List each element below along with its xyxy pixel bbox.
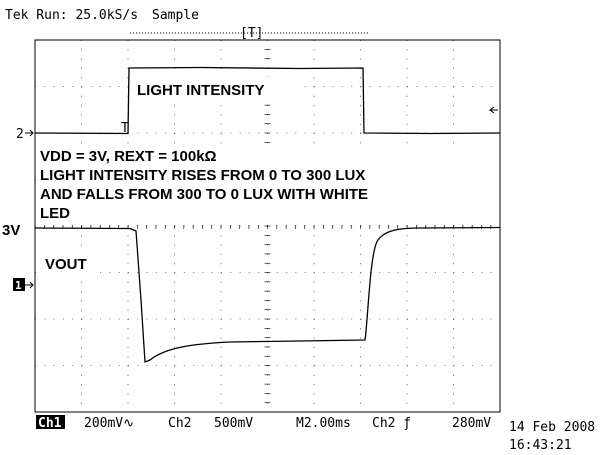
ch2-trace	[34, 66, 501, 135]
text-backdrop	[36, 145, 499, 225]
trigger-level-arrow	[488, 106, 498, 114]
trigger-source: Ch2 ƒ	[372, 416, 411, 431]
acq-mode: Sample	[152, 8, 199, 23]
trigger-marker: T	[121, 121, 129, 136]
condition: VDD = 3V, REXT = 100kΩ	[40, 148, 217, 165]
condition: LED	[40, 205, 70, 222]
text-backdrop	[130, 77, 300, 101]
ch2: Ch2	[168, 416, 191, 431]
ch1-trace	[34, 226, 501, 363]
date: 14 Feb 2008	[509, 420, 595, 435]
ch2-marker: 2	[16, 127, 24, 142]
screen-border	[34, 39, 501, 413]
ch1-marker-box	[13, 278, 25, 291]
ch2-arrow	[25, 129, 34, 137]
trigger-level: 280mV	[452, 416, 491, 431]
ch1-arrow	[25, 281, 34, 289]
condition: LIGHT INTENSITY RISES FROM 0 TO 300 LUX	[40, 167, 365, 184]
condition: AND FALLS FROM 300 TO 0 LUX WITH WHITE	[40, 186, 368, 203]
text-backdrop	[40, 253, 100, 275]
ch1-marker: 1	[15, 279, 22, 292]
trace2-label: LIGHT INTENSITY	[137, 82, 265, 99]
level-label: 3V	[2, 222, 20, 239]
ch1-box	[36, 415, 65, 429]
ch1-scale: 200mV∿	[84, 416, 134, 431]
trigger-position: [T]	[240, 26, 263, 41]
ch1: Ch1	[38, 416, 62, 431]
status: Tek Run: 25.0kS/s	[5, 8, 138, 23]
trace1-label: VOUT	[45, 256, 87, 273]
time: 16:43:21	[509, 438, 572, 453]
timebase: M2.00ms	[296, 416, 351, 431]
ch2-scale: 500mV	[214, 416, 253, 431]
